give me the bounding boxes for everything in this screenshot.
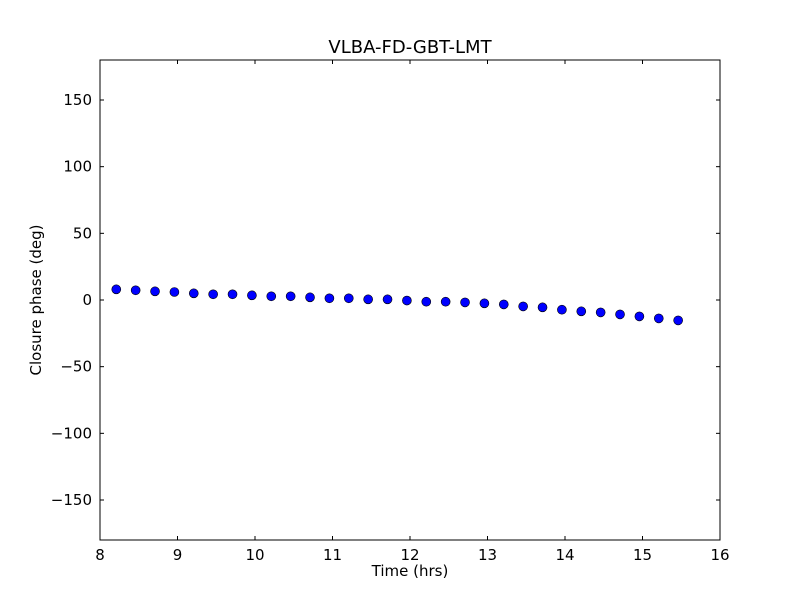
x-tick-label: 10 — [245, 546, 264, 564]
y-axis: −150 −100 −50 0 50 100 150 — [51, 91, 720, 509]
data-point — [111, 284, 122, 295]
data-point — [518, 301, 528, 312]
data-point — [479, 298, 490, 309]
y-tick-label: −50 — [60, 358, 92, 376]
data-point — [227, 289, 238, 300]
data-point — [498, 299, 509, 310]
y-tick-label: −100 — [51, 424, 92, 442]
data-point — [208, 289, 218, 300]
y-tick-label: −150 — [51, 491, 92, 509]
data-point — [382, 294, 393, 305]
y-tick-label: 150 — [63, 91, 92, 109]
data-point — [324, 293, 335, 304]
x-tick-label: 9 — [173, 546, 183, 564]
data-point — [615, 309, 625, 320]
y-tick-label: 100 — [63, 158, 92, 176]
data-point — [169, 287, 180, 297]
data-point — [537, 302, 548, 313]
data-point — [305, 292, 315, 303]
data-point — [673, 315, 683, 326]
x-tick-label: 12 — [400, 546, 419, 564]
chart-title: VLBA-FD-GBT-LMT — [328, 37, 492, 58]
y-axis-label: Closure phase (deg) — [27, 225, 45, 376]
y-tick-label: 50 — [73, 224, 92, 242]
data-point — [343, 293, 354, 304]
y-tick-label: 0 — [82, 291, 92, 309]
data-point — [266, 291, 277, 302]
data-point — [188, 288, 199, 299]
x-tick-label: 16 — [710, 546, 729, 564]
data-point — [595, 307, 606, 318]
data-point — [402, 295, 412, 306]
x-tick-label: 8 — [95, 546, 105, 564]
data-point — [634, 311, 645, 322]
x-tick-label: 13 — [478, 546, 497, 564]
x-tick-label: 15 — [633, 546, 652, 564]
x-tick-label: 14 — [555, 546, 574, 564]
data-point — [285, 291, 296, 302]
x-axis-label: Time (hrs) — [371, 562, 449, 580]
data-point — [440, 296, 451, 307]
x-axis: 8 9 10 11 12 13 14 15 16 — [95, 60, 730, 564]
x-tick-label: 11 — [323, 546, 342, 564]
data-point — [130, 285, 141, 296]
data-points — [111, 284, 683, 326]
data-point — [653, 313, 664, 324]
data-point — [460, 297, 470, 308]
data-point — [247, 290, 257, 301]
data-point — [576, 306, 587, 317]
data-point — [421, 296, 432, 307]
data-point — [363, 294, 373, 305]
data-point — [150, 286, 160, 297]
data-point — [557, 304, 567, 315]
